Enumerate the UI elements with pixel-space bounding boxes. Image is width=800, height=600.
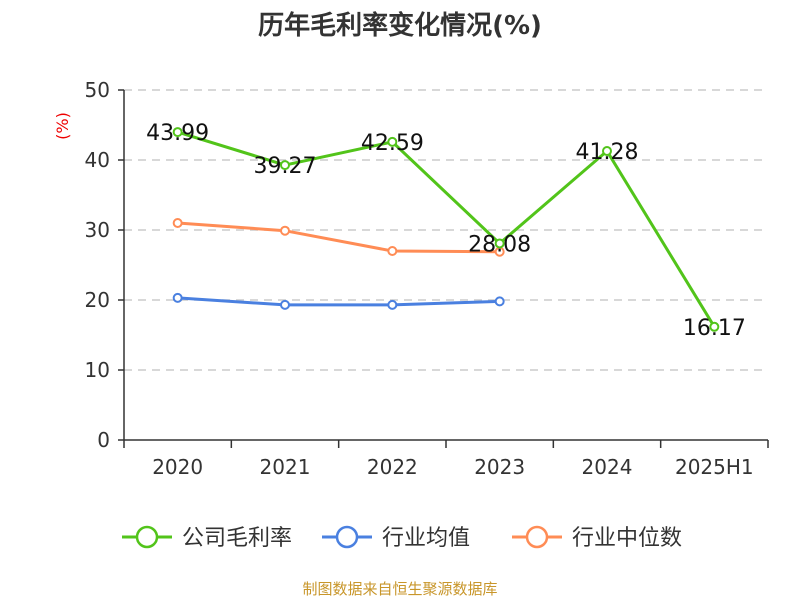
x-tick-label: 2024 [582, 455, 633, 479]
y-tick-label: 20 [85, 288, 110, 312]
legend-marker [525, 525, 549, 549]
data-point [280, 160, 290, 171]
y-tick-label: 30 [85, 218, 110, 242]
legend-label: 公司毛利率 [182, 526, 292, 551]
x-tick-label: 2021 [260, 455, 311, 479]
chart-title: 历年毛利率变化情况(%) [258, 10, 542, 41]
data-label: 41.28 [576, 140, 639, 165]
data-label: 16.17 [683, 316, 746, 341]
data-point [494, 296, 505, 307]
data-point [387, 246, 398, 256]
data-point [280, 225, 290, 236]
legend-marker [335, 525, 359, 549]
y-tick-label: 0 [97, 428, 110, 452]
y-tick-label: 40 [85, 148, 110, 172]
data-point [387, 299, 398, 310]
data-point [172, 218, 183, 228]
legend-label: 行业均值 [382, 526, 470, 551]
y-tick-label: 50 [85, 78, 110, 102]
data-point [494, 238, 505, 249]
data-point [387, 136, 398, 147]
data-label: 28.08 [468, 232, 531, 257]
data-point [280, 299, 290, 310]
data-point [709, 321, 720, 332]
series-line-1 [177, 296, 500, 307]
data-label: 42.59 [361, 131, 424, 156]
legend-label: 行业中位数 [572, 526, 682, 551]
data-point [602, 146, 612, 157]
data-point [172, 292, 183, 303]
series-line-0 [177, 130, 716, 328]
legend-marker [135, 525, 159, 549]
data-label: 39.27 [254, 154, 317, 179]
x-tick-label: 2023 [474, 455, 525, 479]
series-line-2 [177, 221, 500, 254]
x-tick-label: 2022 [367, 455, 418, 479]
source-note: 制图数据来自恒生聚源数据库 [302, 580, 497, 598]
data-label: 43.99 [146, 121, 209, 146]
y-axis-label: (%) [53, 112, 72, 140]
x-tick-label: 2020 [152, 455, 203, 479]
y-tick-label: 10 [85, 358, 110, 382]
x-tick-label: 2025H1 [675, 455, 754, 479]
data-point [172, 127, 183, 138]
